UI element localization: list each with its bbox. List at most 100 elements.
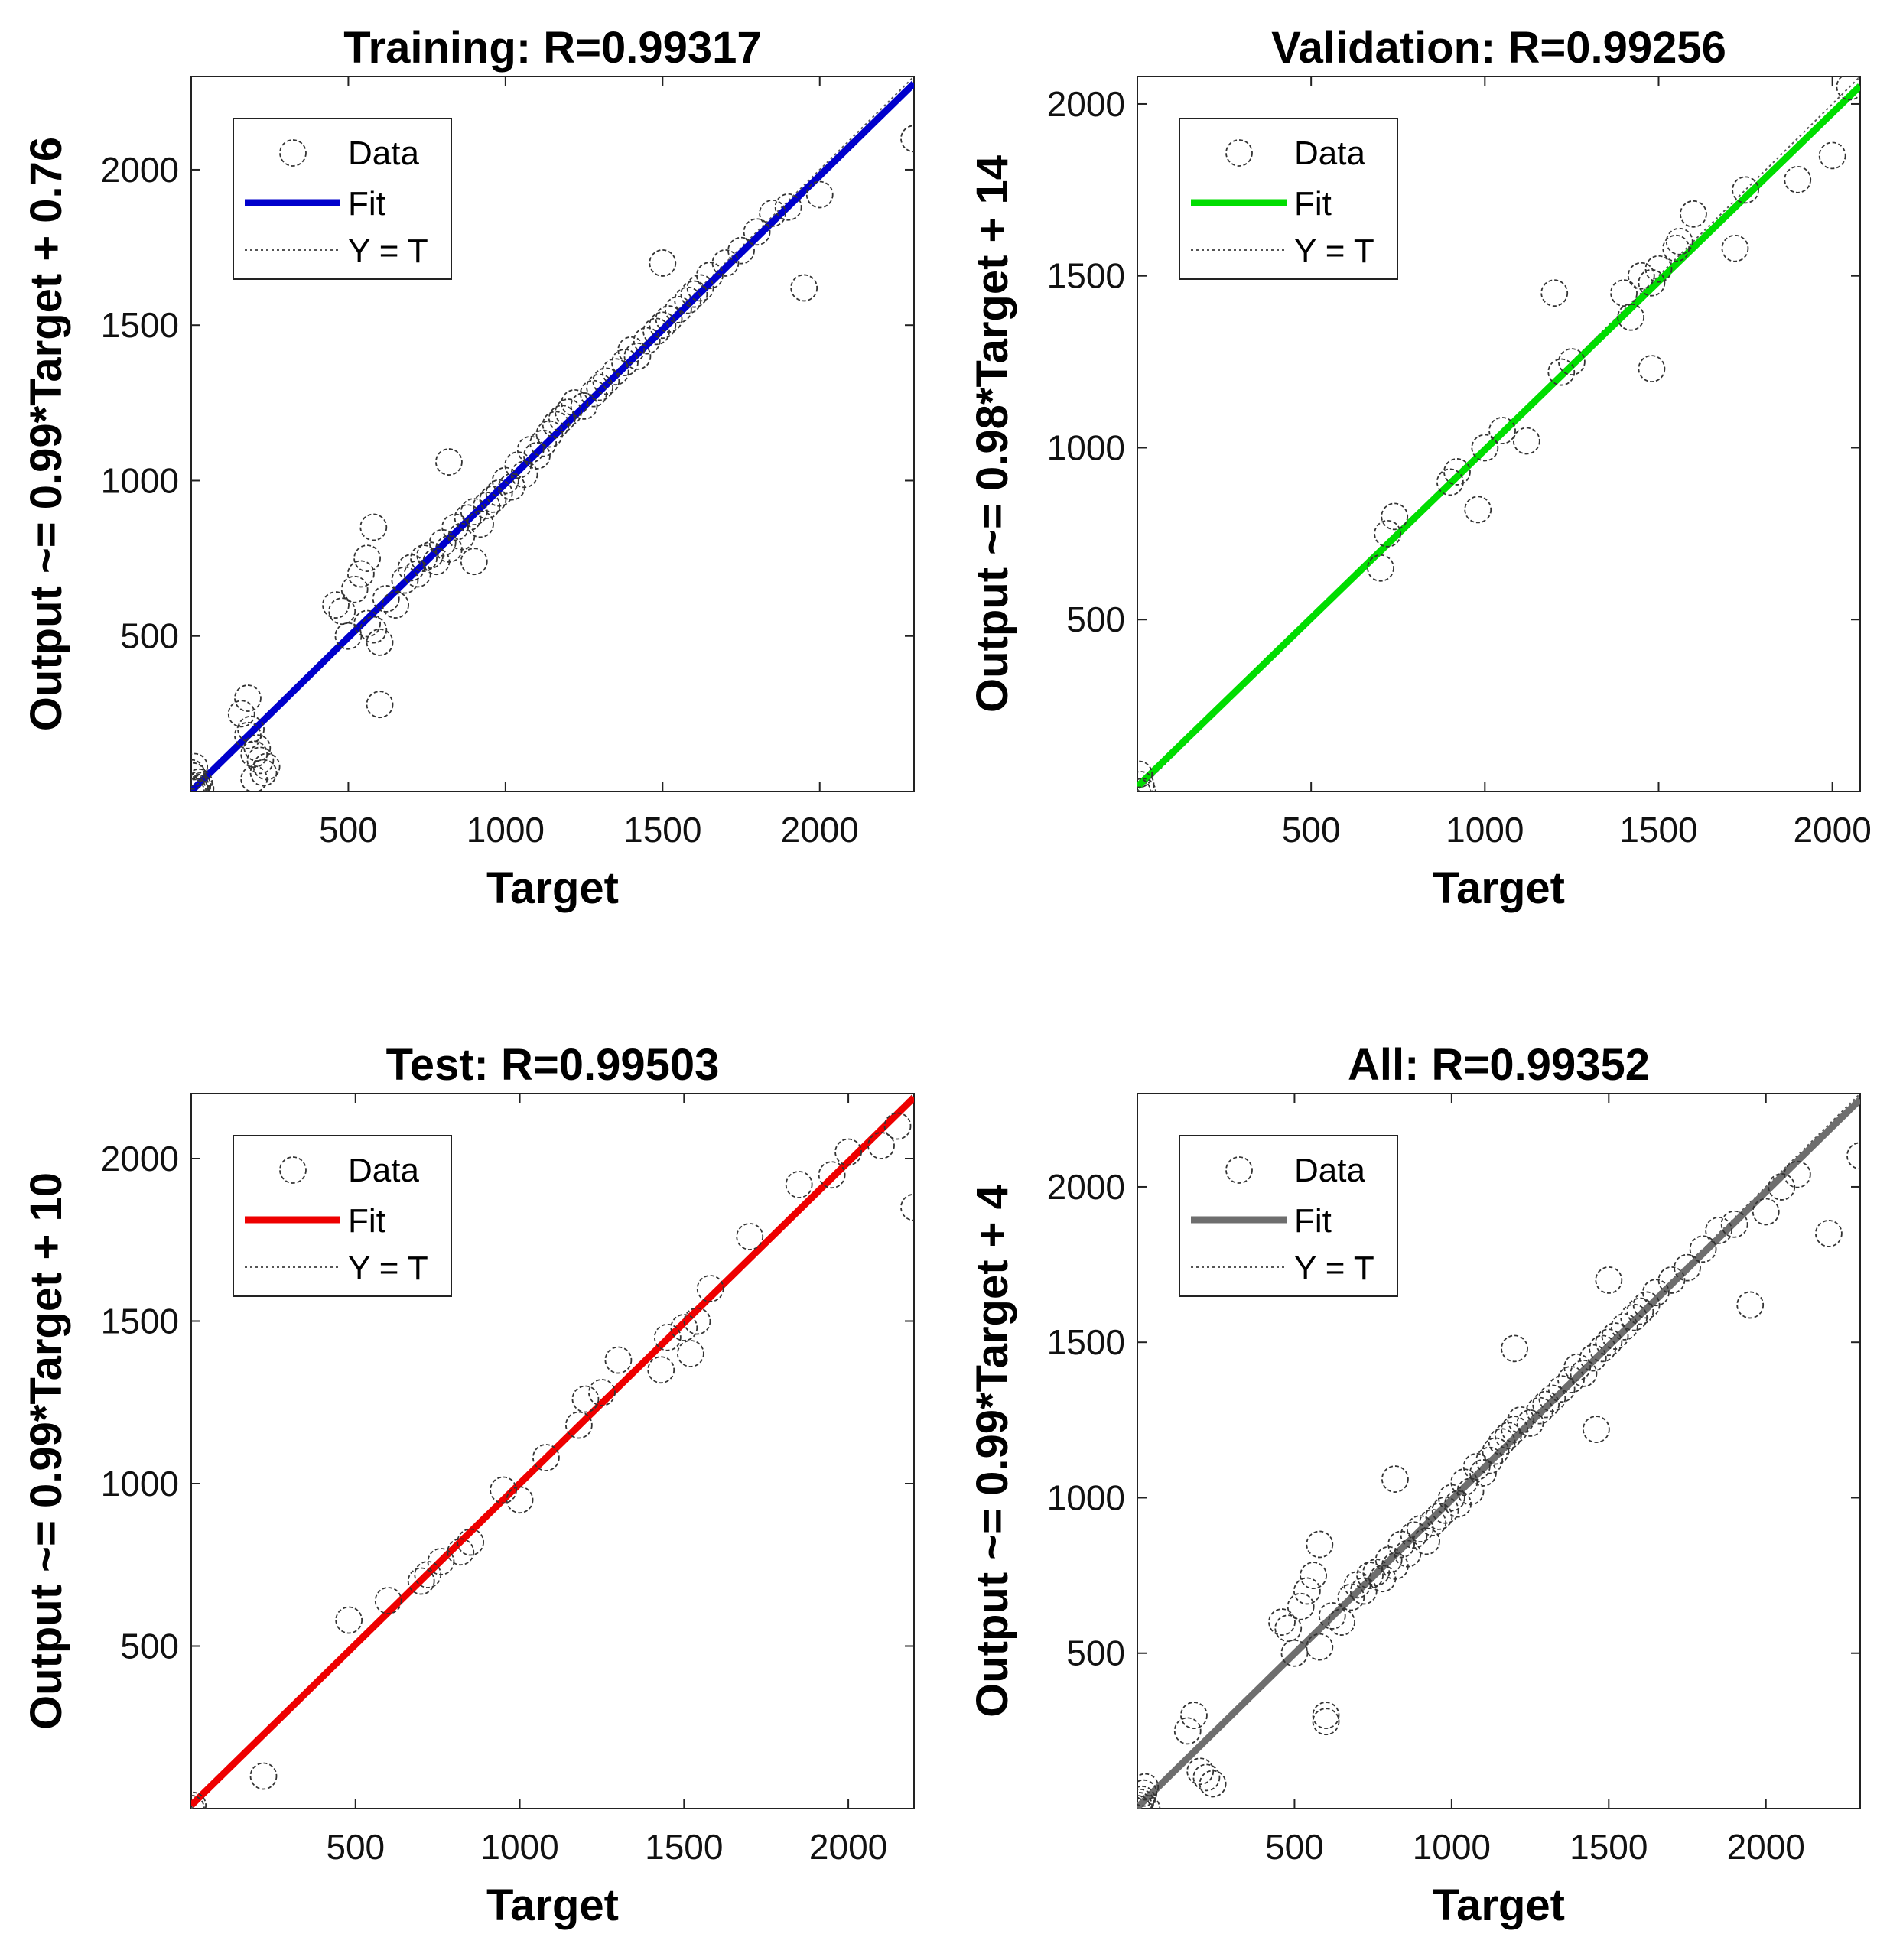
legend-fit-label: Fit xyxy=(348,185,385,223)
data-point xyxy=(227,700,255,728)
data-point xyxy=(359,616,388,644)
x-tick-label: 1500 xyxy=(1619,810,1697,850)
legend-data-label: Data xyxy=(1294,135,1365,172)
data-point xyxy=(372,585,400,613)
data-point xyxy=(818,1161,846,1189)
data-point xyxy=(1494,1422,1522,1450)
data-point xyxy=(1349,1577,1378,1605)
y-axis-label: Output ~= 0.99*Target + 4 xyxy=(968,1185,1017,1718)
data-point xyxy=(670,1314,698,1341)
data-point xyxy=(1507,1406,1535,1434)
data-layer xyxy=(191,1094,914,1809)
data-point xyxy=(571,1385,600,1413)
data-point xyxy=(191,771,212,791)
data-point xyxy=(680,280,708,308)
x-axis-label: Target xyxy=(1433,1880,1565,1930)
data-point xyxy=(686,274,714,302)
chart-panel-2: 500 1000 1500 2000 500 1000 1500 2000 Validation… xyxy=(968,23,1872,913)
data-point xyxy=(1705,1216,1733,1244)
data-point xyxy=(1540,279,1569,307)
data-point xyxy=(1343,1571,1371,1599)
data-point xyxy=(1425,1502,1453,1530)
data-point xyxy=(601,358,629,386)
data-point xyxy=(1501,1416,1528,1443)
data-point xyxy=(1736,1291,1765,1319)
data-point xyxy=(1784,165,1812,193)
data-point xyxy=(664,295,692,323)
data-point xyxy=(340,575,369,603)
legend: Data Fit Y = T xyxy=(233,1135,452,1297)
data-point xyxy=(1579,1344,1607,1372)
x-tick-label: 2000 xyxy=(781,810,859,850)
data-point xyxy=(1662,234,1690,262)
identity-line xyxy=(1137,76,1860,791)
data-point xyxy=(1280,1639,1309,1667)
data-point xyxy=(382,591,409,619)
data-point xyxy=(1462,1452,1491,1481)
data-point xyxy=(1626,1297,1654,1325)
data-point xyxy=(397,554,425,582)
data-point xyxy=(548,405,576,433)
legend-data-label: Data xyxy=(1294,1152,1365,1189)
data-point xyxy=(506,1486,534,1514)
chart-title: Validation: R=0.99256 xyxy=(1271,23,1726,73)
x-tick-label: 1000 xyxy=(1446,810,1524,850)
data-point xyxy=(883,1112,912,1140)
data-point xyxy=(1137,1792,1153,1809)
legend: Data Fit Y = T xyxy=(1179,118,1398,280)
data-point xyxy=(447,522,476,551)
legend: Data Fit Y = T xyxy=(1179,1135,1398,1297)
data-point xyxy=(1300,1562,1327,1590)
data-layer xyxy=(191,76,914,791)
data-point xyxy=(736,1223,764,1250)
data-point xyxy=(1512,427,1540,455)
legend-box xyxy=(1179,1135,1398,1297)
y-tick-label: 500 xyxy=(120,1627,179,1666)
legend-box xyxy=(233,1135,452,1297)
data-point xyxy=(1199,1770,1227,1798)
legend-box xyxy=(233,118,452,280)
y-axis-label: Output ~= 0.99*Target + 10 xyxy=(21,1172,71,1730)
data-point xyxy=(237,715,265,743)
data-point xyxy=(479,485,507,513)
data-point xyxy=(1720,1210,1748,1238)
data-point xyxy=(696,1275,724,1302)
data-point xyxy=(435,448,463,476)
data-point xyxy=(1381,1465,1409,1493)
data-point xyxy=(727,236,755,265)
y-tick-label: 1500 xyxy=(1047,256,1125,296)
legend-data-label: Data xyxy=(348,135,419,172)
data-point xyxy=(1274,1614,1303,1643)
legend-data-marker xyxy=(279,139,307,167)
data-point xyxy=(561,388,589,417)
y-tick-label: 1500 xyxy=(101,1302,179,1341)
data-point xyxy=(633,327,661,355)
legend: Data Fit Y = T xyxy=(233,118,452,280)
data-point xyxy=(774,193,802,221)
x-tick-label: 1000 xyxy=(480,1827,558,1867)
data-point xyxy=(191,752,209,781)
data-point xyxy=(790,274,818,302)
data-point xyxy=(1610,1312,1638,1341)
y-tick-label: 1500 xyxy=(101,305,179,345)
data-point xyxy=(427,1548,455,1575)
data-point xyxy=(1644,255,1673,283)
data-point xyxy=(1638,355,1666,382)
y-tick-label: 1000 xyxy=(101,1464,179,1503)
data-point xyxy=(586,373,614,401)
chart-title: All: R=0.99352 xyxy=(1348,1040,1650,1090)
data-point xyxy=(1456,1477,1485,1506)
data-point xyxy=(460,498,488,526)
data-point xyxy=(1657,1266,1686,1294)
data-point xyxy=(1173,1717,1202,1745)
data-point xyxy=(1306,1530,1334,1559)
y-tick-label: 2000 xyxy=(1047,84,1125,124)
x-tick-label: 2000 xyxy=(1727,1827,1805,1867)
data-point xyxy=(604,1346,633,1374)
chart-panel-3: 500 1000 1500 2000 500 1000 1500 2000 Test: R=0.… xyxy=(21,1040,915,1930)
data-point xyxy=(403,560,431,588)
legend-data-marker xyxy=(1225,1156,1253,1184)
data-point xyxy=(647,1356,675,1384)
data-point xyxy=(191,762,207,790)
fit-line xyxy=(191,80,914,791)
